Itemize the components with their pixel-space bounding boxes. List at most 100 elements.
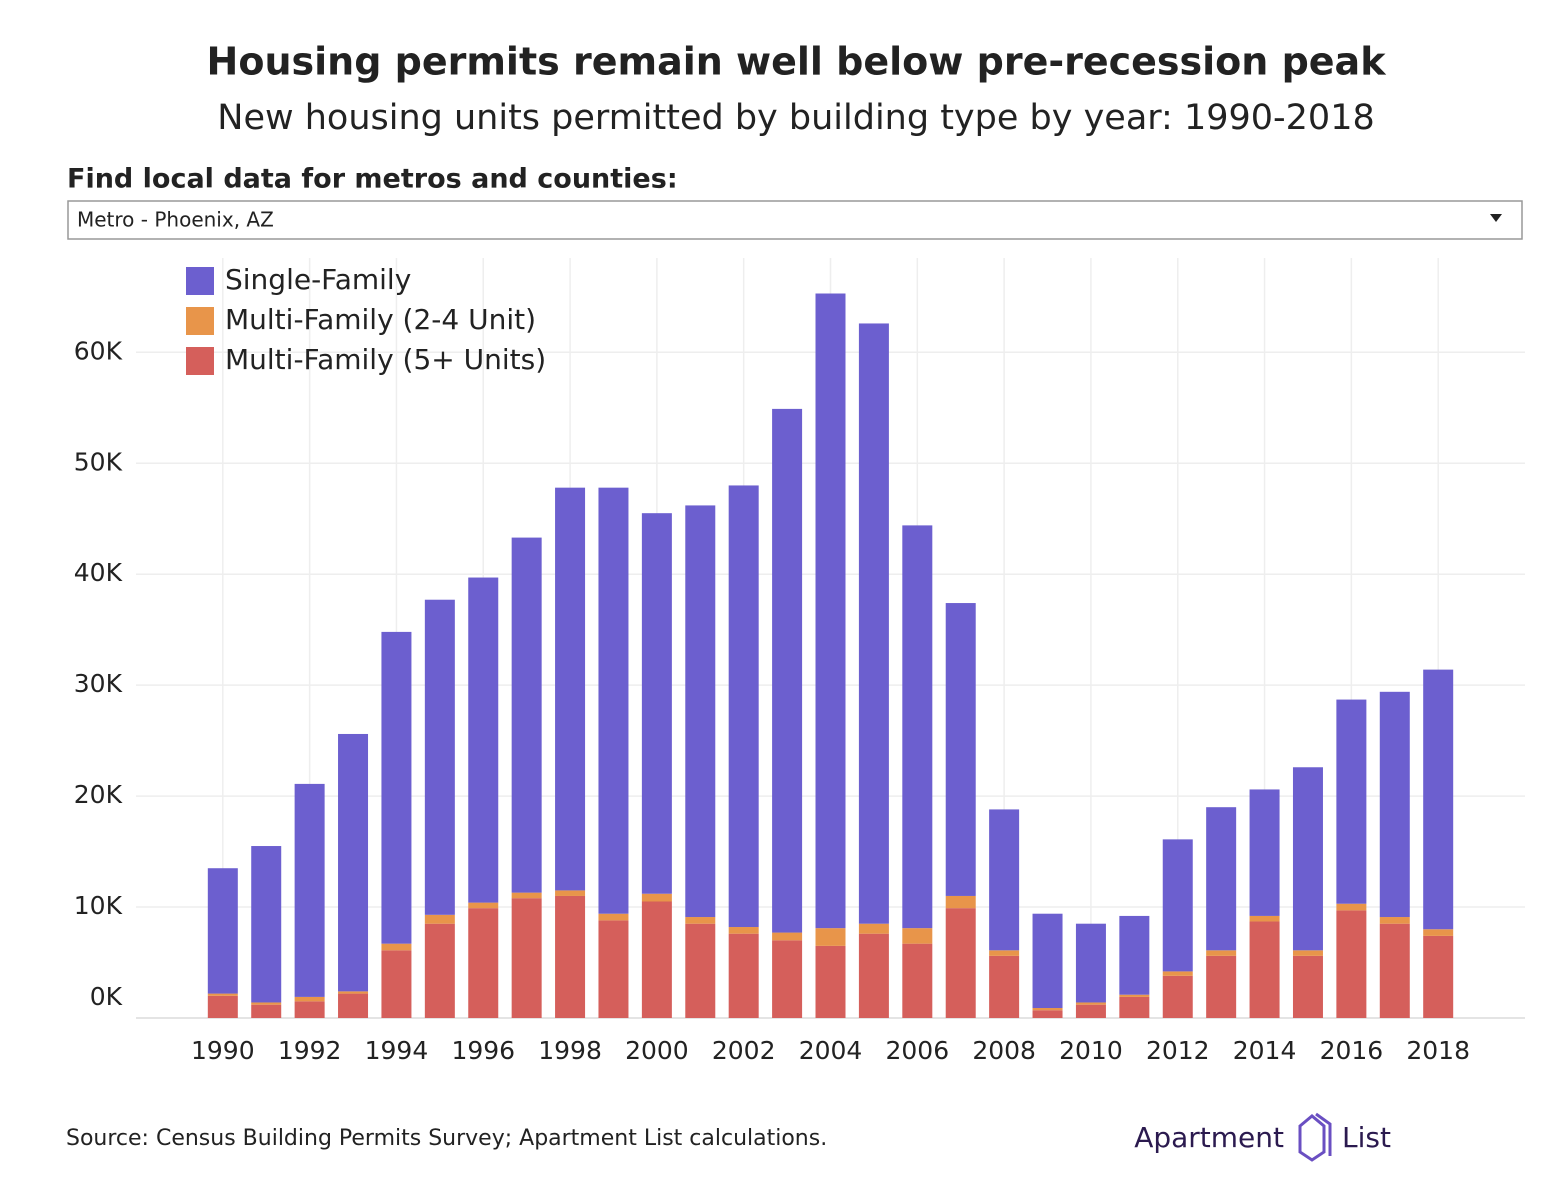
bar-segment [207, 995, 238, 1018]
x-tick-label: 1994 [365, 1036, 429, 1065]
x-tick-label: 2004 [799, 1036, 863, 1065]
x-tick-label: 2002 [712, 1036, 776, 1065]
bar-segment [772, 408, 803, 933]
bar-segment [381, 631, 412, 944]
bar-segment [251, 1002, 282, 1005]
bar-segment [294, 996, 325, 1002]
bar-segment [858, 933, 889, 1018]
x-tick-label: 2000 [625, 1036, 689, 1065]
bar-segment [641, 901, 672, 1018]
bar-segment [294, 783, 325, 997]
brand-left: Apartment [1134, 1121, 1284, 1154]
legend-swatch [186, 267, 214, 295]
bar-segment [1162, 975, 1193, 1018]
chart-subtitle: New housing units permitted by building … [217, 98, 1374, 138]
bar-segment [424, 914, 455, 924]
bar-segment [1292, 767, 1323, 951]
x-tick-label: 2014 [1233, 1036, 1297, 1065]
x-tick-label: 2018 [1406, 1036, 1470, 1065]
dropdown-box[interactable] [67, 200, 1523, 240]
brand-right: List [1342, 1121, 1391, 1154]
bar-segment [555, 890, 586, 896]
bar-segment [1379, 923, 1410, 1018]
x-tick-label: 1996 [451, 1036, 515, 1065]
legend-label: Single-Family [225, 263, 411, 296]
bar-segment [989, 809, 1020, 951]
dropdown[interactable]: Metro - Phoenix, AZ [67, 200, 1523, 240]
bar-segment [858, 923, 889, 934]
bar-segment [1292, 955, 1323, 1018]
bar-segment [1249, 915, 1280, 922]
bar-segment [815, 945, 846, 1018]
bar-segment [1206, 950, 1237, 956]
dropdown-arrow[interactable] [1490, 214, 1502, 222]
y-tick-label: 20K [74, 780, 123, 809]
bar-segment [1423, 669, 1454, 930]
bar-segment [207, 868, 238, 994]
bar-segment [511, 898, 542, 1018]
bar-segment [338, 733, 369, 992]
bar-segment [1162, 839, 1193, 972]
bar-segment [902, 928, 933, 944]
bar-segment [945, 908, 976, 1018]
bar-segment [1075, 1004, 1106, 1018]
bar-segment [381, 943, 412, 951]
legend: Single-Family Multi-Family (2-4 Unit) Mult… [186, 263, 546, 376]
bar-segment [1119, 994, 1150, 997]
bar-segment [1206, 955, 1237, 1018]
bar-segment [1292, 950, 1323, 956]
bar-segment [381, 950, 412, 1018]
bar-segment [598, 487, 629, 914]
y-tick-label: 50K [74, 447, 123, 476]
bar-segment [728, 933, 759, 1018]
bar-segment [1119, 915, 1150, 995]
bar-segment [1423, 935, 1454, 1018]
bar-segment [555, 895, 586, 1018]
source-note: Source: Census Building Permits Survey; … [66, 1126, 827, 1151]
bar-segment [338, 993, 369, 1018]
bar-segment [945, 603, 976, 896]
brand-logo [1298, 1112, 1332, 1162]
y-tick-label: 30K [74, 669, 123, 698]
bar-segment [1379, 691, 1410, 918]
bar-segment [772, 940, 803, 1018]
bar-segment [1336, 903, 1367, 911]
bar-segment [468, 902, 499, 909]
bar-segment [511, 537, 542, 893]
chart-title: Housing permits remain well below pre-re… [207, 40, 1387, 84]
bar-segment [728, 485, 759, 928]
y-tick-label: 60K [74, 336, 123, 365]
logo-shape [1315, 1112, 1332, 1156]
legend-label: Multi-Family (2-4 Unit) [225, 303, 536, 336]
bar-segment [338, 991, 369, 994]
bar-segment [1119, 996, 1150, 1018]
bar-segment [815, 293, 846, 929]
bar-segment [815, 928, 846, 946]
bar-segment [641, 893, 672, 902]
bar-segment [598, 920, 629, 1018]
bar-segment [989, 955, 1020, 1018]
y-tick-label: 10K [74, 891, 123, 920]
x-tick-label: 2008 [972, 1036, 1036, 1065]
bar-segment [468, 908, 499, 1018]
x-tick-label: 1992 [278, 1036, 342, 1065]
bar-segment [1336, 699, 1367, 904]
bar-segment [294, 1001, 325, 1018]
bar-segment [1336, 910, 1367, 1018]
bar-segment [945, 895, 976, 909]
bar-segment [511, 892, 542, 899]
bar-segment [902, 943, 933, 1018]
x-tick-label: 2012 [1146, 1036, 1210, 1065]
bar-segment [641, 513, 672, 894]
bar-segment [598, 913, 629, 921]
bar-segment [1032, 1010, 1063, 1018]
x-tick-label: 2016 [1320, 1036, 1384, 1065]
bar-segment [772, 932, 803, 941]
y-tick-label: 0K [90, 982, 123, 1011]
bar-segment [1075, 923, 1106, 1003]
bar-segment [1162, 971, 1193, 976]
bar-segment [1032, 1008, 1063, 1011]
dropdown-value[interactable]: Metro - Phoenix, AZ [77, 208, 274, 232]
legend-label: Multi-Family (5+ Units) [225, 343, 546, 376]
